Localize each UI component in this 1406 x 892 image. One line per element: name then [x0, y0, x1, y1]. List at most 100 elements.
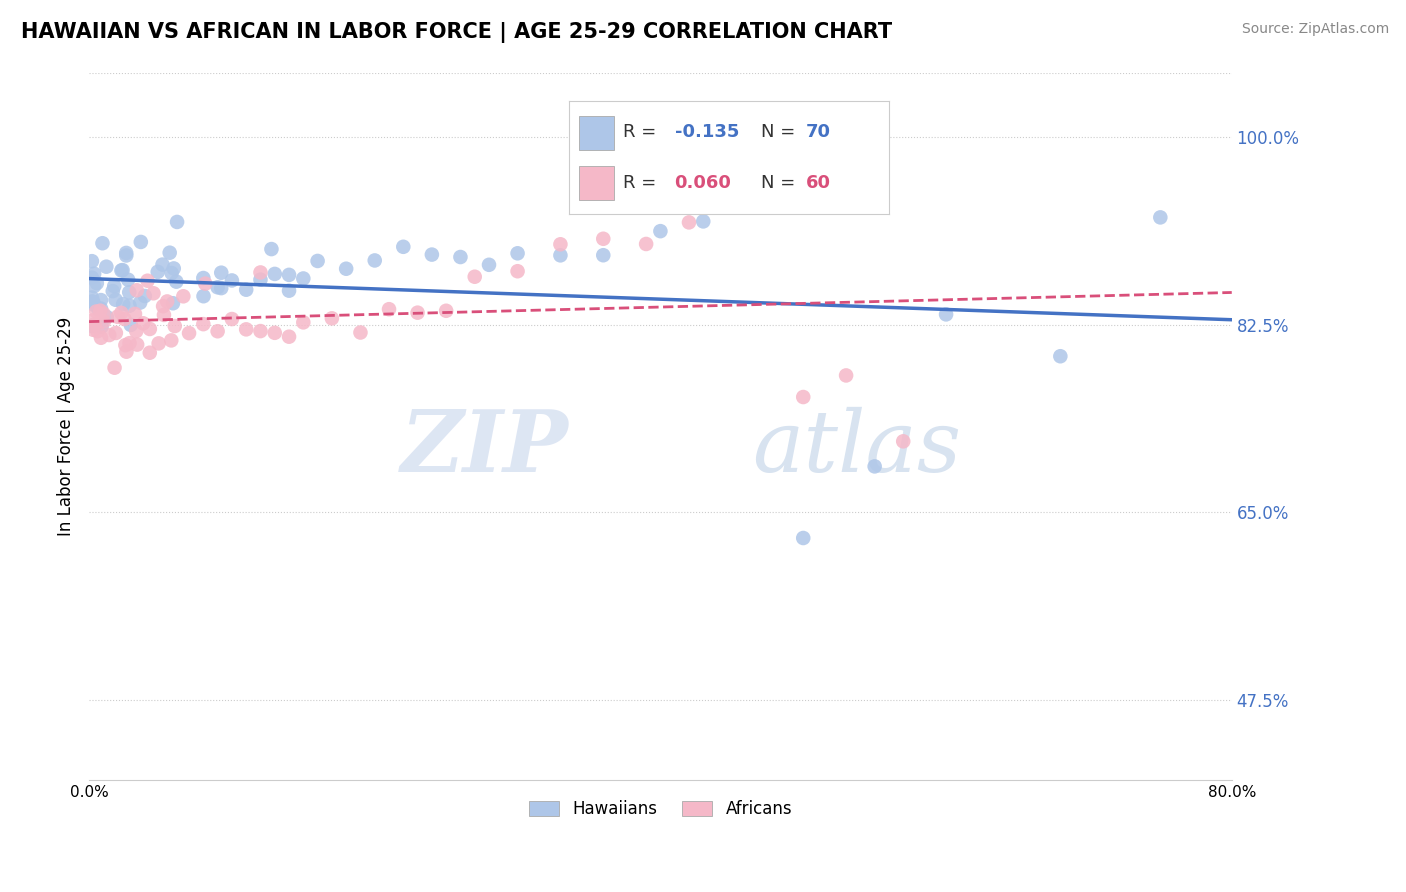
Point	[160, 334, 183, 348]
Point	[82, 313, 104, 327]
Point	[118, 299, 141, 313]
Point	[103, 279, 125, 293]
Point	[177, 326, 200, 340]
Point	[307, 254, 329, 268]
Text: HAWAIIAN VS AFRICAN IN LABOR FORCE | AGE 25-29 CORRELATION CHART: HAWAIIAN VS AFRICAN IN LABOR FORCE | AGE…	[21, 22, 893, 44]
Point	[152, 299, 174, 313]
Point	[118, 336, 141, 351]
Point	[82, 294, 104, 309]
Point	[159, 245, 181, 260]
Point	[260, 242, 283, 256]
Point	[335, 261, 357, 276]
Point	[84, 304, 107, 318]
Point	[478, 258, 501, 272]
Point	[115, 248, 138, 262]
Point	[134, 289, 156, 303]
Point	[678, 215, 700, 229]
Point	[104, 326, 127, 340]
Point	[153, 308, 176, 322]
Point	[406, 306, 429, 320]
Point	[235, 283, 257, 297]
Point	[550, 248, 572, 262]
Point	[80, 254, 103, 268]
Point	[80, 318, 103, 333]
Point	[96, 310, 118, 324]
Point	[86, 324, 108, 338]
Point	[115, 246, 138, 260]
Point	[506, 264, 529, 278]
Point	[193, 271, 215, 285]
Point	[891, 434, 914, 449]
Point	[207, 280, 229, 294]
Point	[80, 270, 103, 285]
Point	[321, 311, 343, 326]
Point	[148, 336, 170, 351]
Point	[125, 324, 148, 338]
Point	[80, 294, 103, 309]
Point	[221, 273, 243, 287]
Point	[124, 307, 146, 321]
Point	[90, 319, 112, 334]
Point	[115, 344, 138, 359]
Point	[114, 312, 136, 326]
Point	[209, 266, 232, 280]
Point	[235, 322, 257, 336]
Point	[103, 360, 125, 375]
Point	[136, 274, 159, 288]
Point	[96, 260, 118, 274]
Point	[364, 253, 387, 268]
Point	[114, 338, 136, 352]
Point	[107, 310, 129, 324]
Point	[278, 284, 301, 298]
Point	[83, 298, 105, 312]
Point	[194, 277, 217, 291]
Point	[110, 306, 132, 320]
Point	[93, 315, 115, 329]
Point	[721, 199, 744, 213]
Text: ZIP: ZIP	[401, 406, 569, 490]
Point	[292, 315, 315, 329]
Point	[98, 328, 121, 343]
Point	[83, 318, 105, 332]
Point	[125, 283, 148, 297]
Point	[83, 279, 105, 293]
Point	[129, 295, 152, 310]
Text: atlas: atlas	[752, 407, 960, 489]
Point	[221, 312, 243, 326]
Point	[935, 307, 957, 321]
Point	[118, 285, 141, 300]
Point	[82, 323, 104, 337]
Point	[166, 215, 188, 229]
Point	[650, 224, 672, 238]
Point	[835, 368, 858, 383]
Point	[117, 273, 139, 287]
Point	[449, 250, 471, 264]
Point	[592, 248, 614, 262]
Point	[83, 267, 105, 281]
Point	[163, 261, 186, 276]
Point	[160, 266, 183, 280]
Point	[89, 303, 111, 318]
Point	[93, 307, 115, 321]
Point	[636, 237, 658, 252]
Point	[90, 331, 112, 345]
Point	[120, 318, 142, 332]
Point	[249, 324, 271, 338]
Point	[378, 302, 401, 317]
Point	[101, 284, 124, 298]
Point	[1049, 349, 1071, 363]
Point	[263, 326, 285, 340]
Point	[90, 301, 112, 316]
Point	[464, 269, 486, 284]
Point	[692, 214, 714, 228]
Point	[156, 294, 179, 309]
Point	[172, 289, 194, 303]
Point	[142, 286, 165, 301]
Point	[249, 265, 271, 279]
Point	[193, 317, 215, 331]
Point	[506, 246, 529, 260]
Point	[249, 273, 271, 287]
Point	[127, 337, 149, 351]
Point	[162, 296, 184, 310]
Point	[139, 322, 162, 336]
